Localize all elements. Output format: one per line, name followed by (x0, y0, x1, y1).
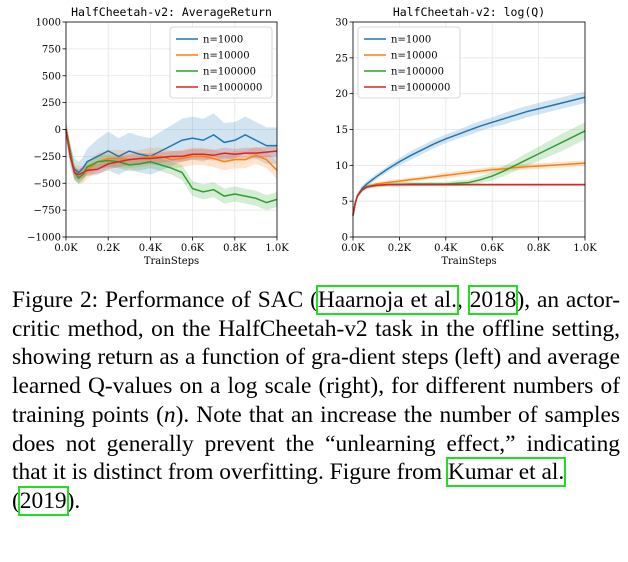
legend-label: n=10000 (203, 51, 250, 62)
citation-link-kumar-year[interactable]: 2019 (17, 485, 69, 516)
x-tick-label: 0.8K (527, 243, 551, 254)
x-tick-label: 0.8K (223, 243, 247, 254)
caption-text-3: ), an actor-critic method, on the HalfCh… (12, 287, 620, 428)
x-tick-label: 0.6K (481, 243, 505, 254)
series-band-n=1000 (66, 113, 277, 184)
y-tick-label: 15 (335, 125, 348, 136)
chart-title: HalfCheetah-v2: AverageReturn (71, 5, 272, 19)
caption-text-4: ). Note that an increase the number of s… (12, 401, 620, 486)
chart-title: HalfCheetah-v2: log(Q) (393, 5, 545, 19)
y-tick-label: 750 (42, 44, 61, 55)
figure-area: 0.0K 0.2K 0.4K 0.6K 0.8K 1.0K −1000 −750 −500 −25… (27, 5, 597, 267)
chart-2: 0.0K 0.2K 0.4K 0.6K 0.8K 1.0K 0 5 10 15 20 25 30 Half… (335, 5, 597, 267)
x-tick-label: 0.6K (181, 243, 205, 254)
x-tick-label: 0.4K (434, 243, 458, 254)
series-band-n=1000000 (353, 183, 585, 217)
series-line-n=1000 (65, 129, 277, 174)
x-tick-label: 1.0K (265, 243, 289, 254)
legend-label: n=1000 (203, 35, 243, 46)
y-tick-label: 500 (42, 71, 61, 82)
x-tick-label: 0.2K (388, 243, 412, 254)
legend-box (357, 26, 461, 99)
x-tick-label: 0.0K (54, 243, 78, 254)
x-tick-label: 1.0K (573, 243, 597, 254)
chart-1: 0.0K 0.2K 0.4K 0.6K 0.8K 1.0K −1000 −750 −500 −25… (27, 5, 289, 267)
y-tick-label: 250 (42, 98, 61, 109)
y-tick-label: 1000 (36, 18, 61, 29)
caption-variable-n: n (163, 401, 176, 428)
y-tick-label: −1000 (27, 233, 61, 244)
y-tick-label: 25 (335, 53, 348, 64)
x-tick-label: 0.0K (341, 243, 365, 254)
caption-text-5: ( (12, 487, 20, 514)
y-tick-label: 30 (335, 18, 348, 29)
caption-text-2: , (456, 287, 470, 313)
figure-caption: Figure 2: Performance of SAC (Haarnoja e… (12, 285, 620, 516)
x-axis-label: TrainSteps (144, 256, 199, 267)
citation-link-haarnoja-author[interactable]: Haarnoja et al. (315, 285, 459, 315)
series-line-n=1000 (352, 96, 586, 216)
caption-text-6: ). (66, 487, 81, 514)
citation-link-kumar-author[interactable]: Kumar et al. (445, 457, 567, 488)
legend-label: n=1000000 (203, 83, 262, 94)
y-tick-label: −250 (34, 152, 61, 163)
caption-text-1: Figure 2: Performance of SAC ( (12, 287, 318, 313)
legend-label: n=1000000 (391, 83, 450, 94)
y-tick-label: −500 (34, 179, 61, 190)
series-band-n=100000 (66, 123, 277, 211)
legend-label: n=100000 (203, 67, 256, 78)
y-tick-label: 0 (342, 233, 348, 244)
legend-label: n=10000 (391, 51, 438, 62)
y-tick-label: 20 (335, 89, 348, 100)
citation-link-haarnoja-year[interactable]: 2018 (467, 285, 519, 315)
y-tick-label: 0 (55, 125, 61, 136)
chart-legend: n=1000 n=10000 n=100000 n=1000000 (357, 26, 461, 99)
series-line-n=1000000 (65, 129, 278, 176)
chart-legend: n=1000 n=10000 n=100000 n=1000000 (169, 26, 273, 99)
y-tick-label: 5 (342, 197, 348, 208)
legend-label: n=100000 (391, 67, 444, 78)
series-line-n=100000 (65, 129, 278, 204)
series-band-n=1000 (353, 91, 585, 219)
series-band-n=10000 (66, 120, 277, 184)
y-tick-label: 10 (335, 161, 348, 172)
legend-label: n=1000 (391, 35, 431, 46)
x-axis-label: TrainSteps (441, 256, 496, 267)
x-tick-label: 0.4K (139, 243, 163, 254)
series-line-n=1000000 (352, 183, 585, 216)
series-band-n=1000000 (66, 124, 277, 181)
y-tick-label: −750 (34, 206, 61, 217)
legend-box (169, 26, 273, 99)
x-tick-label: 0.2K (97, 243, 121, 254)
